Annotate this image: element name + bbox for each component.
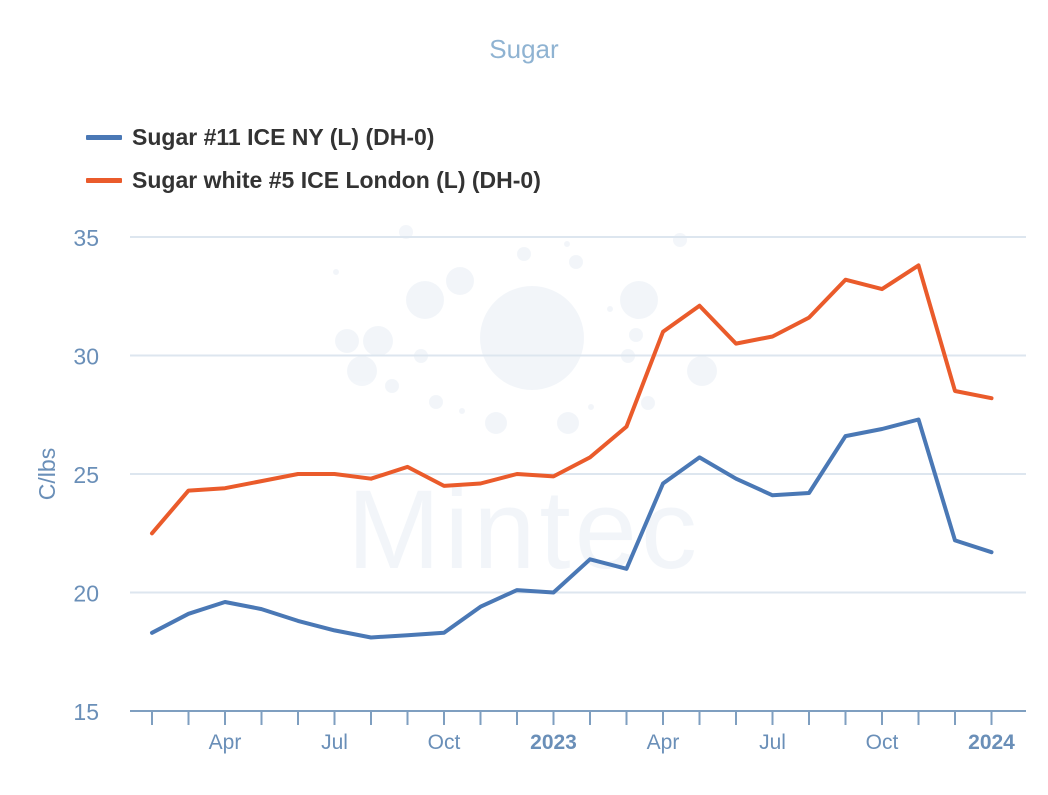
series-line-2 — [150, 263, 994, 536]
x-tick-label: Oct — [428, 731, 461, 754]
legend-label-london: Sugar white #5 ICE London (L) (DH-0) — [132, 167, 541, 193]
y-tick-label: 20 — [73, 581, 99, 607]
legend-swatch-london — [86, 178, 122, 183]
series-line-1 — [150, 417, 994, 640]
legend: Sugar #11 ICE NY (L) (DH-0) Sugar white … — [86, 116, 541, 202]
legend-item-ny[interactable]: Sugar #11 ICE NY (L) (DH-0) — [86, 116, 541, 159]
x-tick-label: Apr — [647, 731, 680, 754]
x-tick-label: Jul — [321, 731, 348, 754]
y-tick-label: 15 — [73, 699, 99, 725]
y-tick-label: 30 — [73, 344, 99, 370]
x-tick-label: Oct — [866, 731, 899, 754]
x-tick-label: Apr — [209, 731, 242, 754]
legend-swatch-ny — [86, 135, 122, 140]
watermark-logo — [333, 225, 717, 434]
y-tick-label: 35 — [73, 225, 99, 251]
chart-title: Sugar — [489, 34, 559, 64]
x-tick-label: Jul — [759, 731, 786, 754]
x-tick-label: 2024 — [968, 731, 1015, 754]
legend-label-ny: Sugar #11 ICE NY (L) (DH-0) — [132, 124, 435, 150]
watermark-text: Mintec — [347, 467, 701, 592]
x-tick-label: 2023 — [530, 731, 577, 754]
y-axis-label: C/lbs — [34, 448, 60, 500]
legend-item-london[interactable]: Sugar white #5 ICE London (L) (DH-0) — [86, 159, 541, 202]
y-tick-label: 25 — [73, 462, 99, 488]
